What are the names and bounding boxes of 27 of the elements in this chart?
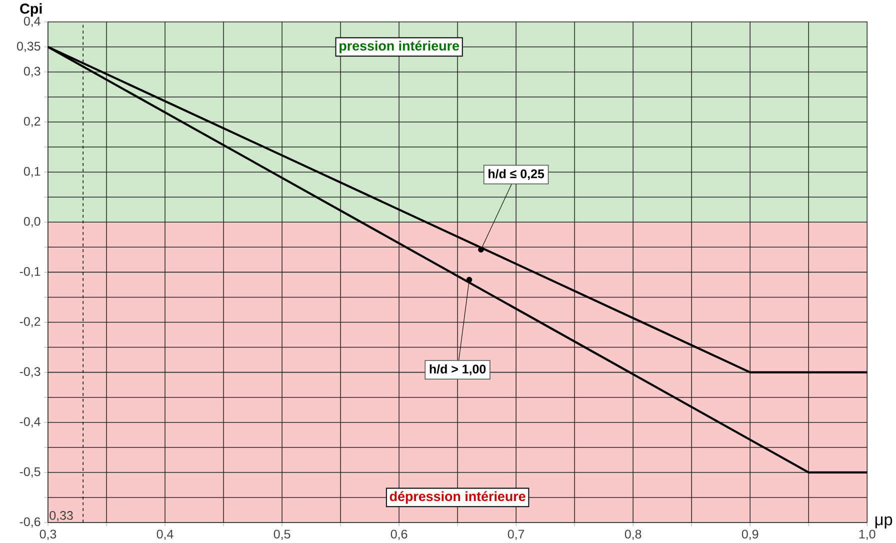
y-tick-label: 0,2 <box>24 116 40 128</box>
y-tick-label: -0,1 <box>20 266 40 278</box>
x-tick-label: 0,7 <box>508 530 524 540</box>
y-tick-label: -0,5 <box>20 467 40 478</box>
y-tick-label: 0,35 <box>17 42 40 52</box>
x-tick-label: 0,4 <box>156 530 174 540</box>
x-tick-label: 0,3 <box>40 530 56 540</box>
x-tick-label: 0,6 <box>390 530 408 540</box>
annotation: h/d ≤ 0,25 <box>488 168 544 180</box>
band-label: dépression intérieure <box>390 491 526 504</box>
x-tick-label: 0,9 <box>742 530 758 540</box>
x-tick-label: 0,8 <box>624 530 642 540</box>
y-tick-label: 0,1 <box>24 166 40 178</box>
y-tick-label: 0,0 <box>24 216 40 228</box>
annotation: h/d > 1,00 <box>430 364 486 376</box>
x-tick-label: 1,0 <box>859 530 876 540</box>
x-tick-label: 0,5 <box>274 530 290 540</box>
y-tick-label: -0,6 <box>20 517 40 528</box>
y-tick-label: 0,4 <box>24 16 40 27</box>
ref-line-label: 0,33 <box>50 510 73 522</box>
y-tick-label: -0,4 <box>20 417 40 428</box>
y-axis-title: Cpi <box>20 3 42 16</box>
y-tick-label: -0,3 <box>20 367 40 378</box>
y-tick-label: -0,2 <box>20 317 40 328</box>
y-tick-label: 0,3 <box>24 66 40 78</box>
band-label: pression intérieure <box>340 40 460 54</box>
x-axis-title: μp <box>875 516 892 528</box>
